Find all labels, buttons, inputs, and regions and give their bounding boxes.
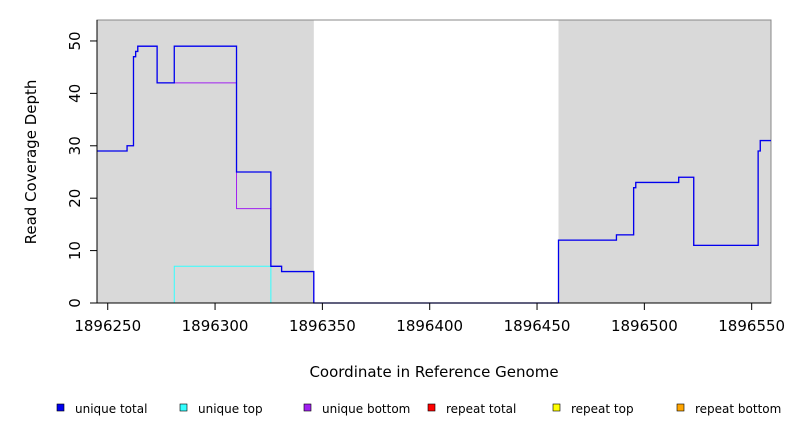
legend-swatch bbox=[303, 403, 312, 412]
shaded-region bbox=[558, 20, 771, 303]
legend-swatch bbox=[676, 403, 685, 412]
legend-label: unique total bbox=[75, 402, 147, 416]
legend-label: repeat bottom bbox=[695, 402, 781, 416]
y-tick-label: 40 bbox=[66, 84, 84, 103]
x-tick-label: 1896400 bbox=[396, 317, 463, 335]
y-ticks: 0 10 20 30 40 50 bbox=[66, 31, 97, 308]
y-tick-label: 0 bbox=[66, 298, 84, 308]
axes: 1896250 1896300 1896350 1896400 1896450 18965… bbox=[66, 20, 785, 335]
x-tick-label: 1896300 bbox=[182, 317, 249, 335]
shaded-region bbox=[97, 20, 314, 303]
legend-swatch bbox=[552, 403, 561, 412]
y-axis-title: Read Coverage Depth bbox=[22, 80, 40, 245]
y-tick-label: 10 bbox=[66, 241, 84, 260]
y-tick-label: 20 bbox=[66, 189, 84, 208]
legend: unique total unique top unique bottom repea… bbox=[56, 402, 781, 416]
legend-label: unique bottom bbox=[322, 402, 410, 416]
legend-swatch bbox=[56, 403, 65, 412]
y-tick-label: 30 bbox=[66, 136, 84, 155]
legend-label: repeat top bbox=[571, 402, 634, 416]
x-axis-title: Coordinate in Reference Genome bbox=[309, 363, 558, 381]
legend-label: repeat total bbox=[446, 402, 516, 416]
x-tick-label: 1896450 bbox=[504, 317, 571, 335]
x-tick-label: 1896350 bbox=[289, 317, 356, 335]
shaded-regions bbox=[97, 20, 771, 303]
x-tick-label: 1896250 bbox=[74, 317, 141, 335]
x-tick-label: 1896500 bbox=[611, 317, 678, 335]
legend-swatch bbox=[179, 403, 188, 412]
legend-swatch bbox=[427, 403, 436, 412]
y-tick-label: 50 bbox=[66, 31, 84, 50]
legend-label: unique top bbox=[198, 402, 263, 416]
x-ticks: 1896250 1896300 1896350 1896400 1896450 18965… bbox=[74, 303, 785, 335]
series-line-unique-total bbox=[97, 45, 771, 304]
x-tick-label: 1896550 bbox=[718, 317, 785, 335]
